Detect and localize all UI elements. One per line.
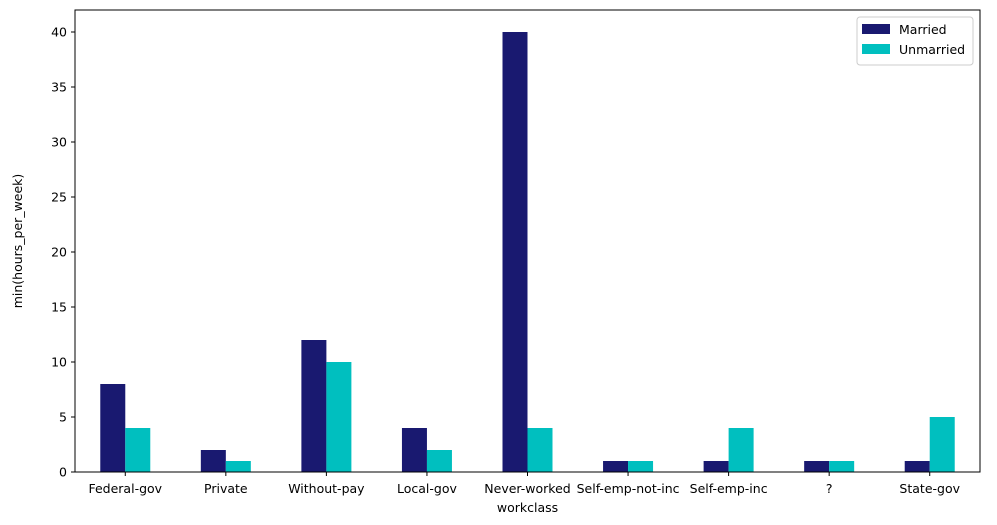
legend: Married Unmarried — [856, 16, 974, 66]
x-tick-label: ? — [826, 481, 833, 496]
bar-married-5 — [603, 461, 629, 472]
bar-married-8 — [904, 461, 930, 472]
bar-unmarried-0 — [125, 428, 151, 472]
bars-group — [100, 32, 955, 472]
x-tick-label: Self-emp-not-inc — [577, 481, 680, 496]
legend-swatch-married — [862, 24, 890, 34]
bar-unmarried-1 — [225, 461, 251, 472]
bar-married-0 — [100, 384, 126, 472]
x-tick-label: Federal-gov — [88, 481, 162, 496]
y-tick-label: 30 — [51, 135, 67, 150]
bar-unmarried-7 — [829, 461, 855, 472]
y-tick-label: 0 — [59, 465, 67, 480]
bar-married-2 — [301, 340, 327, 472]
x-tick-label: State-gov — [899, 481, 960, 496]
y-tick-label: 35 — [51, 80, 67, 95]
bar-married-3 — [401, 428, 427, 472]
y-axis: 0 5 10 15 20 25 30 35 40 — [51, 25, 75, 480]
legend-swatch-unmarried — [862, 44, 890, 54]
x-tick-label: Self-emp-inc — [690, 481, 768, 496]
bar-unmarried-3 — [426, 450, 452, 472]
y-tick-label: 20 — [51, 245, 67, 260]
bar-unmarried-6 — [728, 428, 754, 472]
bar-unmarried-5 — [628, 461, 654, 472]
x-axis: Federal-gov Private Without-pay Local-go… — [88, 472, 961, 496]
bar-married-6 — [703, 461, 729, 472]
legend-label-married: Married — [899, 22, 947, 37]
bar-married-7 — [804, 461, 830, 472]
bar-unmarried-4 — [527, 428, 553, 472]
y-axis-label: min(hours_per_week) — [10, 174, 25, 309]
y-tick-label: 25 — [51, 190, 67, 205]
y-tick-label: 15 — [51, 300, 67, 315]
x-tick-label: Never-worked — [484, 481, 570, 496]
x-axis-label: workclass — [497, 500, 558, 515]
y-tick-label: 10 — [51, 355, 67, 370]
bar-unmarried-8 — [929, 417, 955, 472]
y-tick-label: 40 — [51, 25, 67, 40]
y-tick-label: 5 — [59, 410, 67, 425]
x-tick-label: Without-pay — [288, 481, 365, 496]
bar-married-4 — [502, 32, 528, 472]
x-tick-label: Local-gov — [397, 481, 457, 496]
bar-unmarried-2 — [326, 362, 352, 472]
bar-married-1 — [200, 450, 226, 472]
legend-label-unmarried: Unmarried — [899, 42, 965, 57]
x-tick-label: Private — [204, 481, 248, 496]
